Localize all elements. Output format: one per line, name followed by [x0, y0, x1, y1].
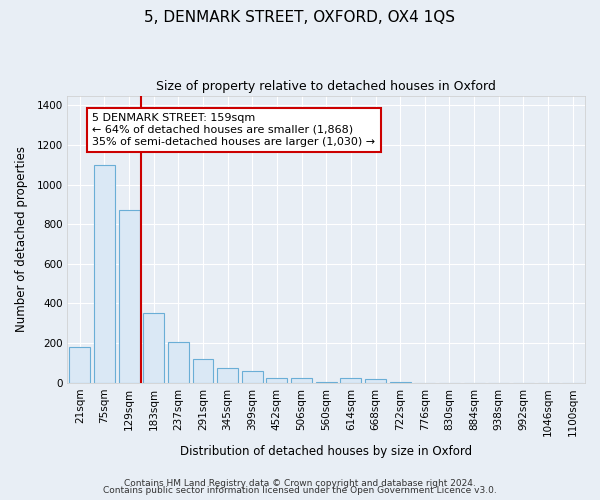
Bar	[242, 371, 263, 382]
Bar	[266, 378, 287, 382]
Text: 5, DENMARK STREET, OXFORD, OX4 1QS: 5, DENMARK STREET, OXFORD, OX4 1QS	[145, 10, 455, 25]
Y-axis label: Number of detached properties: Number of detached properties	[15, 146, 28, 332]
Bar	[291, 378, 312, 382]
Bar	[168, 342, 189, 382]
Title: Size of property relative to detached houses in Oxford: Size of property relative to detached ho…	[156, 80, 496, 93]
Bar	[143, 314, 164, 382]
Text: Contains HM Land Registry data © Crown copyright and database right 2024.: Contains HM Land Registry data © Crown c…	[124, 478, 476, 488]
Bar	[193, 359, 214, 382]
Bar	[69, 346, 90, 382]
Bar	[217, 368, 238, 382]
Text: Contains public sector information licensed under the Open Government Licence v3: Contains public sector information licen…	[103, 486, 497, 495]
Bar	[365, 378, 386, 382]
Bar	[94, 165, 115, 382]
Text: 5 DENMARK STREET: 159sqm
← 64% of detached houses are smaller (1,868)
35% of sem: 5 DENMARK STREET: 159sqm ← 64% of detach…	[92, 114, 375, 146]
X-axis label: Distribution of detached houses by size in Oxford: Distribution of detached houses by size …	[180, 444, 472, 458]
Bar	[340, 378, 361, 382]
Bar	[119, 210, 140, 382]
